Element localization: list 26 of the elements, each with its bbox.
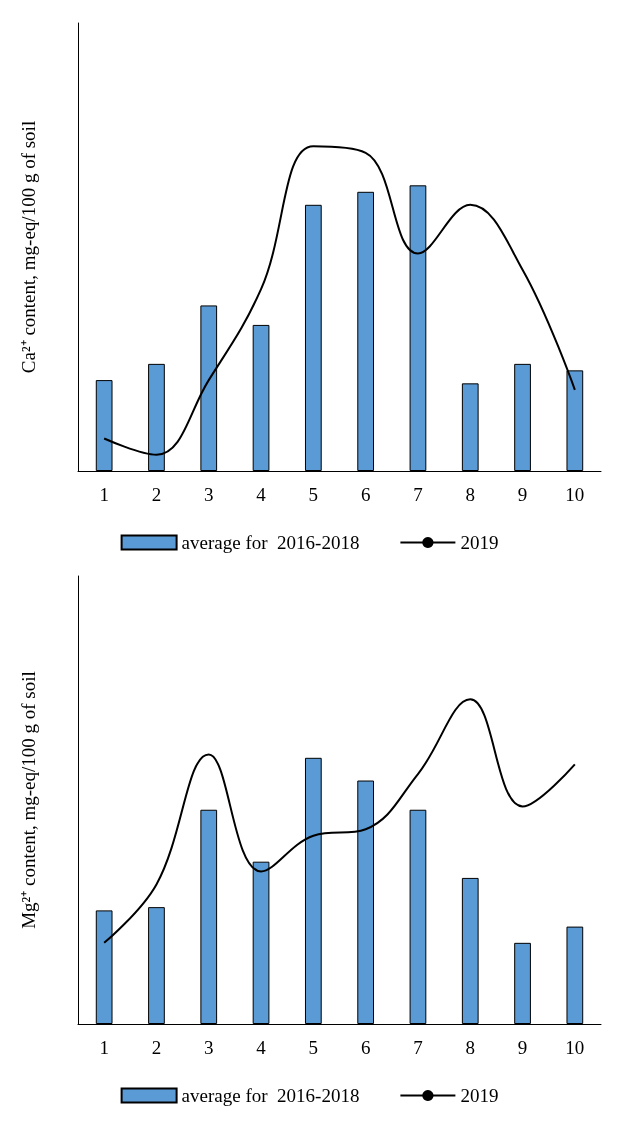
x-tick-label: 6	[360, 484, 371, 505]
legend-label: average for 2016-2018	[181, 532, 360, 553]
x-tick-label: 1	[99, 484, 109, 505]
x-tick-label: 10	[565, 484, 585, 505]
legend-label: average for 2016-2018	[181, 1085, 360, 1106]
x-tick-label: 1	[99, 1037, 109, 1058]
x-tick-label: 3	[204, 484, 214, 505]
y-axis-title: Mg²⁺ content, mg-eq/100 g of soil	[18, 671, 39, 929]
x-tick-label: 4	[256, 1037, 267, 1058]
y-axis-title: Ca²⁺ content, mg-eq/100 g of soil	[18, 120, 39, 374]
x-tick-label: 3	[204, 1037, 214, 1058]
x-tick-label: 10	[565, 1037, 585, 1058]
legend-label: 2019	[460, 1085, 499, 1106]
x-tick-label: 7	[413, 484, 423, 505]
x-tick-label: 5	[308, 484, 319, 505]
x-tick-label: 4	[256, 484, 267, 505]
x-tick-label: 8	[465, 484, 475, 505]
x-tick-label: 2	[151, 1037, 162, 1058]
x-tick-label: 6	[360, 1037, 371, 1058]
x-tick-label: 9	[517, 484, 528, 505]
x-tick-label: 7	[413, 1037, 423, 1058]
x-tick-label: 9	[517, 1037, 528, 1058]
legend-label: 2019	[460, 532, 499, 553]
x-tick-label: 2	[151, 484, 162, 505]
x-tick-label: 8	[465, 1037, 475, 1058]
x-tick-label: 5	[308, 1037, 319, 1058]
